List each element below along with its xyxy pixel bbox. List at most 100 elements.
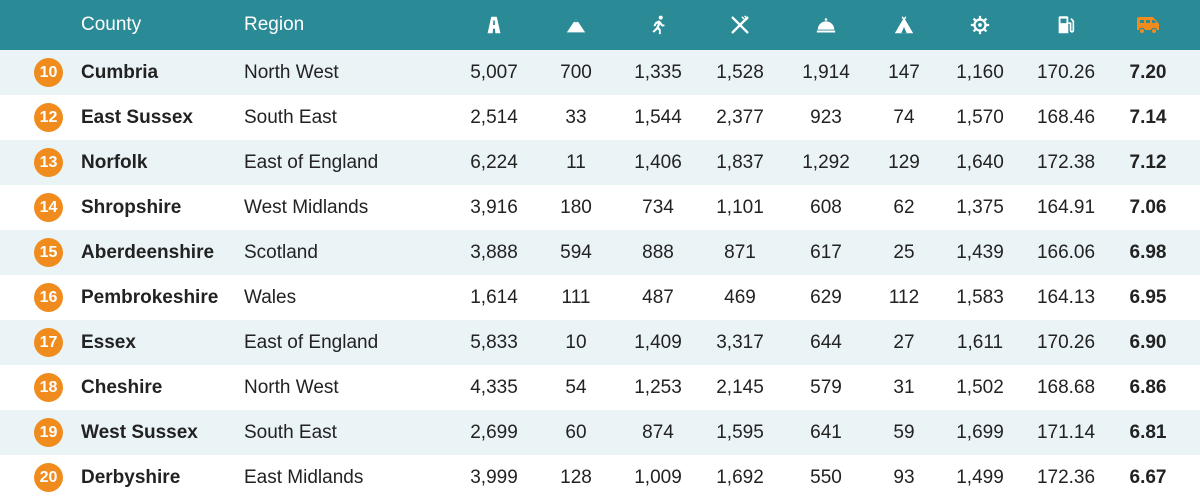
score-cell: 6.81 bbox=[1129, 421, 1167, 443]
fuel-icon bbox=[1036, 0, 1096, 50]
campsite-icon bbox=[874, 0, 934, 50]
header-county: County bbox=[81, 14, 142, 35]
campsites-cell: 129 bbox=[888, 151, 920, 173]
mountain-icon bbox=[546, 0, 606, 50]
score-cell: 6.67 bbox=[1129, 466, 1167, 488]
campsites-cell: 74 bbox=[893, 106, 915, 128]
restaurants-cell: 1,692 bbox=[716, 466, 764, 488]
region-cell: South East bbox=[244, 106, 337, 128]
table-row: 15 Aberdeenshire Scotland 3,888 594 888 871 617… bbox=[0, 230, 1200, 275]
county-cell: Essex bbox=[81, 331, 136, 353]
county-cell: Cumbria bbox=[81, 61, 159, 83]
mountains-cell: 700 bbox=[560, 61, 592, 83]
fuel-price-cell: 164.91 bbox=[1036, 196, 1096, 218]
campsites-cell: 93 bbox=[893, 466, 915, 488]
fuel-price-cell: 170.26 bbox=[1036, 331, 1096, 353]
activities-cell: 874 bbox=[642, 421, 674, 443]
county-cell: West Sussex bbox=[81, 421, 198, 443]
rank-badge: 18 bbox=[34, 373, 63, 402]
roads-cell: 2,514 bbox=[470, 106, 518, 128]
fuel-price-cell: 171.14 bbox=[1036, 421, 1096, 443]
roads-cell: 5,007 bbox=[470, 61, 518, 83]
campervan-icon bbox=[1118, 0, 1178, 50]
region-cell: South East bbox=[244, 421, 337, 443]
table-row: 13 Norfolk East of England 6,224 11 1,406 1,83… bbox=[0, 140, 1200, 185]
activities-cell: 1,335 bbox=[634, 61, 682, 83]
region-cell: North West bbox=[244, 61, 339, 83]
roads-cell: 3,999 bbox=[470, 466, 518, 488]
fuel-price-cell: 166.06 bbox=[1036, 241, 1096, 263]
county-cell: Derbyshire bbox=[81, 466, 181, 488]
activities-cell: 734 bbox=[642, 196, 674, 218]
roads-cell: 1,614 bbox=[470, 286, 518, 308]
roads-cell: 6,224 bbox=[470, 151, 518, 173]
score-cell: 6.86 bbox=[1129, 376, 1167, 398]
attractions-cell: 1,611 bbox=[956, 331, 1004, 353]
attractions-cell: 1,570 bbox=[956, 106, 1004, 128]
campsites-cell: 25 bbox=[893, 241, 915, 263]
rank-badge: 16 bbox=[34, 283, 63, 312]
fuel-price-cell: 170.26 bbox=[1036, 61, 1096, 83]
hotels-cell: 629 bbox=[810, 286, 842, 308]
activities-cell: 1,253 bbox=[634, 376, 682, 398]
fuel-price-cell: 168.46 bbox=[1036, 106, 1096, 128]
roads-cell: 3,888 bbox=[470, 241, 518, 263]
hotels-cell: 1,292 bbox=[802, 151, 850, 173]
score-cell: 6.90 bbox=[1129, 331, 1167, 353]
restaurants-cell: 1,837 bbox=[716, 151, 764, 173]
region-cell: East of England bbox=[244, 331, 379, 353]
mountains-cell: 180 bbox=[560, 196, 592, 218]
road-icon bbox=[464, 0, 524, 50]
county-cell: Pembrokeshire bbox=[81, 286, 219, 308]
restaurants-cell: 3,317 bbox=[716, 331, 764, 353]
campsites-cell: 27 bbox=[893, 331, 915, 353]
mountains-cell: 594 bbox=[560, 241, 592, 263]
restaurants-cell: 1,595 bbox=[716, 421, 764, 443]
table-row: 19 West Sussex South East 2,699 60 874 1,595 64… bbox=[0, 410, 1200, 455]
header-region: Region bbox=[244, 14, 305, 35]
county-cell: Aberdeenshire bbox=[81, 241, 215, 263]
attractions-cell: 1,640 bbox=[956, 151, 1004, 173]
table-row: 14 Shropshire West Midlands 3,916 180 734 1,10… bbox=[0, 185, 1200, 230]
hotels-cell: 579 bbox=[810, 376, 842, 398]
attractions-cell: 1,375 bbox=[956, 196, 1004, 218]
region-cell: West Midlands bbox=[244, 196, 369, 218]
mountains-cell: 111 bbox=[561, 286, 591, 308]
hotels-cell: 617 bbox=[810, 241, 842, 263]
rank-badge: 20 bbox=[34, 463, 63, 492]
score-cell: 7.12 bbox=[1129, 151, 1167, 173]
restaurants-cell: 1,101 bbox=[716, 196, 764, 218]
activities-cell: 1,409 bbox=[634, 331, 682, 353]
fuel-price-cell: 164.13 bbox=[1036, 286, 1096, 308]
campsites-cell: 112 bbox=[888, 286, 920, 308]
attractions-cell: 1,699 bbox=[956, 421, 1004, 443]
roads-cell: 3,916 bbox=[470, 196, 518, 218]
mountains-cell: 128 bbox=[560, 466, 592, 488]
county-cell: East Sussex bbox=[81, 106, 193, 128]
hotels-cell: 641 bbox=[810, 421, 842, 443]
hotels-cell: 1,914 bbox=[802, 61, 850, 83]
restaurants-cell: 2,377 bbox=[716, 106, 764, 128]
campsites-cell: 59 bbox=[893, 421, 915, 443]
mountains-cell: 54 bbox=[565, 376, 587, 398]
activities-cell: 1,544 bbox=[634, 106, 682, 128]
region-cell: North West bbox=[244, 376, 339, 398]
hotels-cell: 550 bbox=[810, 466, 842, 488]
hotels-cell: 644 bbox=[810, 331, 842, 353]
mountains-cell: 10 bbox=[565, 331, 587, 353]
restaurants-cell: 1,528 bbox=[716, 61, 764, 83]
hotels-cell: 923 bbox=[810, 106, 842, 128]
activities-cell: 888 bbox=[642, 241, 674, 263]
hotels-cell: 608 bbox=[810, 196, 842, 218]
region-cell: Scotland bbox=[244, 241, 318, 263]
score-cell: 6.98 bbox=[1129, 241, 1167, 263]
attractions-cell: 1,502 bbox=[956, 376, 1004, 398]
restaurants-cell: 2,145 bbox=[716, 376, 764, 398]
attractions-cell: 1,583 bbox=[956, 286, 1004, 308]
rank-badge: 10 bbox=[34, 58, 63, 87]
table-row: 17 Essex East of England 5,833 10 1,409 3,317 6… bbox=[0, 320, 1200, 365]
county-cell: Cheshire bbox=[81, 376, 163, 398]
region-cell: Wales bbox=[244, 286, 297, 308]
roads-cell: 4,335 bbox=[470, 376, 518, 398]
roads-cell: 5,833 bbox=[470, 331, 518, 353]
